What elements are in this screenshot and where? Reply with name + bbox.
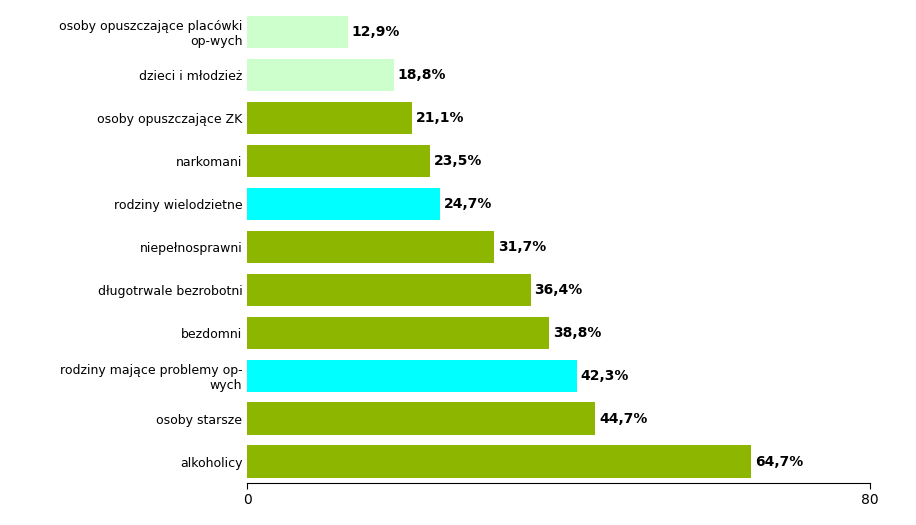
Bar — [247, 16, 348, 48]
Bar — [247, 145, 431, 177]
Text: 36,4%: 36,4% — [535, 282, 583, 297]
Bar — [247, 230, 494, 263]
Bar — [247, 317, 550, 349]
Text: 23,5%: 23,5% — [434, 154, 483, 168]
Text: 18,8%: 18,8% — [398, 68, 446, 82]
Text: 31,7%: 31,7% — [498, 240, 546, 254]
Text: 42,3%: 42,3% — [581, 369, 629, 383]
Text: 24,7%: 24,7% — [443, 197, 492, 211]
Text: 44,7%: 44,7% — [599, 412, 648, 426]
Text: 38,8%: 38,8% — [553, 326, 602, 340]
Text: 64,7%: 64,7% — [755, 455, 803, 468]
Bar — [247, 403, 595, 435]
Text: 12,9%: 12,9% — [352, 25, 400, 39]
Bar — [247, 188, 440, 220]
Bar — [247, 274, 530, 306]
Bar — [247, 445, 751, 478]
Bar — [247, 102, 411, 134]
Bar — [247, 59, 394, 91]
Text: 21,1%: 21,1% — [416, 111, 464, 125]
Bar — [247, 360, 577, 392]
